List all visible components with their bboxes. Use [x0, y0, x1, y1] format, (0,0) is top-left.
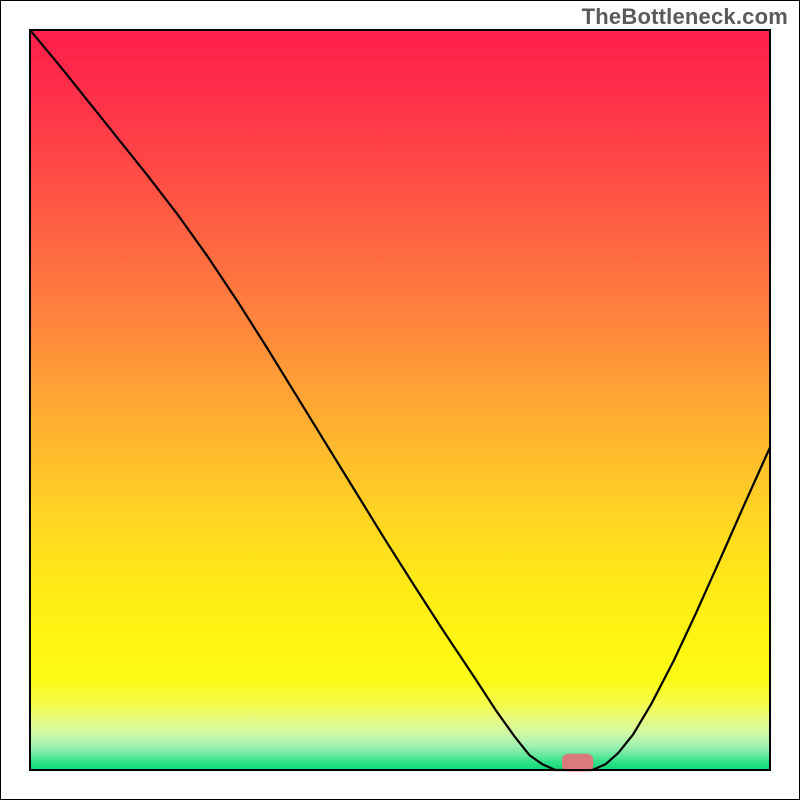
watermark-text: TheBottleneck.com	[582, 4, 788, 30]
optimal-marker	[562, 754, 593, 772]
plot-background	[30, 30, 770, 770]
bottleneck-chart	[0, 0, 800, 800]
